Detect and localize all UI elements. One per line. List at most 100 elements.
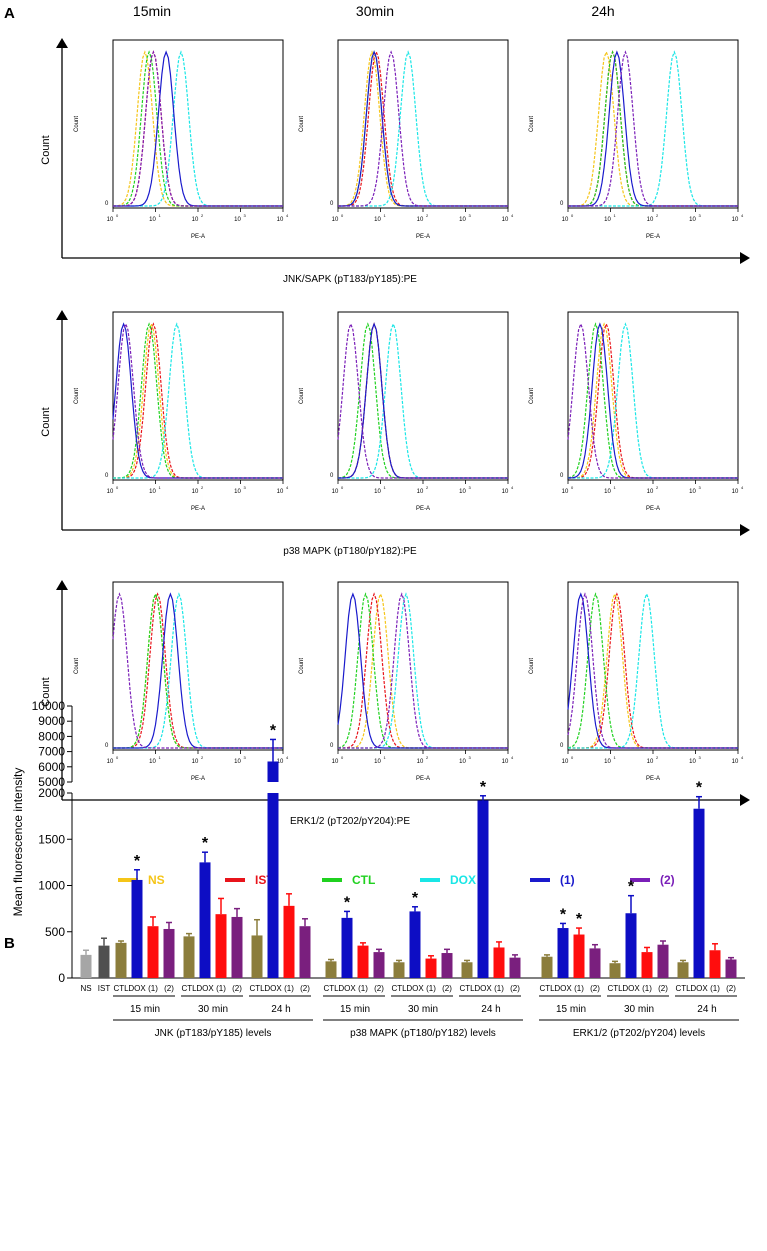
pe-axis-label: PE-A xyxy=(416,776,430,782)
decade-tick-exponent: 3 xyxy=(699,755,702,760)
outer-x-arrow xyxy=(740,794,750,806)
y-tick-label: 6000 xyxy=(38,760,65,774)
histogram-curve-2 xyxy=(338,50,508,207)
bar-1 xyxy=(641,952,653,978)
decade-tick-exponent: 1 xyxy=(159,485,162,490)
count-axis-label: Count xyxy=(529,388,535,404)
bar-2 xyxy=(299,926,311,978)
x-tick-label: CTL xyxy=(459,984,475,993)
x-tick-label: (2) xyxy=(300,984,310,993)
decade-tick-exponent: 3 xyxy=(469,485,472,490)
bar-1 xyxy=(215,914,227,978)
bar-2 xyxy=(441,953,453,978)
bar-1 xyxy=(573,934,585,978)
decade-tick-exponent: 0 xyxy=(341,485,344,490)
decade-tick-exponent: 0 xyxy=(341,213,344,218)
bar-1 xyxy=(147,926,159,978)
outer-y-arrow xyxy=(56,310,68,320)
histogram-plot-frame xyxy=(567,39,739,209)
decade-tick-exponent: 4 xyxy=(286,755,289,760)
y-tick-label: 8000 xyxy=(38,729,65,743)
decade-tick-exponent: 2 xyxy=(201,485,204,490)
bar-dox xyxy=(341,917,353,978)
decade-tick-label: 10 xyxy=(277,759,284,765)
histogram-curve-2 xyxy=(112,322,283,479)
pe-axis-label: PE-A xyxy=(646,776,660,782)
y-tick-label: 5000 xyxy=(38,775,65,789)
decade-tick-exponent: 0 xyxy=(571,755,574,760)
panel-b-label: B xyxy=(4,935,15,952)
x-tick-label: CTL xyxy=(249,984,265,993)
decade-tick-exponent: 2 xyxy=(656,485,659,490)
count-axis-label: Count xyxy=(529,658,535,674)
x-tick-label: (1) xyxy=(216,984,226,993)
decade-tick-label: 10 xyxy=(732,759,739,765)
pe-axis-label: PE-A xyxy=(646,506,660,512)
x-tick-label: CTL xyxy=(113,984,129,993)
decade-tick-exponent: 3 xyxy=(244,755,247,760)
decade-tick-exponent: 2 xyxy=(656,755,659,760)
decade-tick-exponent: 3 xyxy=(469,213,472,218)
y-tick-label: 7000 xyxy=(38,745,65,759)
decade-tick-label: 10 xyxy=(502,489,509,495)
decade-tick-label: 10 xyxy=(234,489,241,495)
zero-label: 0 xyxy=(105,201,109,207)
row-marker-label: JNK/SAPK (pT183/pY185):PE xyxy=(283,274,417,285)
x-tick-label: (2) xyxy=(232,984,242,993)
x-tick-label: (2) xyxy=(590,984,600,993)
histogram-plot-frame xyxy=(567,311,739,481)
decade-tick-exponent: 0 xyxy=(571,213,574,218)
bar-2 xyxy=(725,959,737,978)
decade-tick-exponent: 0 xyxy=(116,213,119,218)
x-tick-label: (1) xyxy=(426,984,436,993)
decade-tick-exponent: 1 xyxy=(384,755,387,760)
histogram-plot-frame xyxy=(112,581,284,751)
decade-tick-exponent: 1 xyxy=(159,213,162,218)
time-label: 15 min xyxy=(340,1004,370,1015)
legend-label-CTL: CTL xyxy=(352,873,375,887)
x-tick-label: (1) xyxy=(358,984,368,993)
decade-tick-label: 10 xyxy=(562,217,569,223)
bar-dox xyxy=(267,793,279,978)
bar-dox xyxy=(693,808,705,978)
bar-dox xyxy=(409,911,421,978)
x-tick-label: DOX xyxy=(554,984,572,993)
time-label: 24 h xyxy=(271,1004,290,1015)
group-label: JNK (pT183/pY185) levels xyxy=(155,1028,272,1039)
decade-tick-exponent: 4 xyxy=(741,485,744,490)
decade-tick-label: 10 xyxy=(417,489,424,495)
bar-ns xyxy=(80,954,92,978)
time-label: 15 min xyxy=(130,1004,160,1015)
decade-tick-exponent: 3 xyxy=(699,485,702,490)
zero-label: 0 xyxy=(330,743,334,749)
x-tick-label: CTL xyxy=(181,984,197,993)
count-axis-label: Count xyxy=(299,388,305,404)
histogram-curve-2 xyxy=(113,50,283,207)
decade-tick-label: 10 xyxy=(107,217,114,223)
decade-tick-label: 10 xyxy=(374,489,381,495)
x-tick-label: (1) xyxy=(642,984,652,993)
bar-ctl xyxy=(393,962,405,978)
decade-tick-exponent: 3 xyxy=(244,485,247,490)
decade-tick-label: 10 xyxy=(417,217,424,223)
x-tick-label: CTL xyxy=(539,984,555,993)
bar-1 xyxy=(709,950,721,978)
y-tick-label: 2000 xyxy=(38,786,65,800)
count-axis-label: Count xyxy=(529,116,535,132)
x-tick-label: (2) xyxy=(374,984,384,993)
legend-label-DOX: DOX xyxy=(450,873,476,887)
count-axis-label: Count xyxy=(74,388,80,404)
decade-tick-label: 10 xyxy=(107,489,114,495)
decade-tick-label: 10 xyxy=(689,759,696,765)
histogram-curve-2 xyxy=(337,322,508,479)
count-axis-label: Count xyxy=(299,116,305,132)
x-tick-label: (2) xyxy=(164,984,174,993)
count-axis-label: Count xyxy=(74,658,80,674)
count-axis-label: Count xyxy=(299,658,305,674)
decade-tick-label: 10 xyxy=(647,489,654,495)
decade-tick-label: 10 xyxy=(149,217,156,223)
zero-label: 0 xyxy=(560,473,564,479)
x-tick-label: DOX xyxy=(128,984,146,993)
col-title-24h: 24h xyxy=(591,3,614,19)
significance-star: * xyxy=(576,911,583,928)
